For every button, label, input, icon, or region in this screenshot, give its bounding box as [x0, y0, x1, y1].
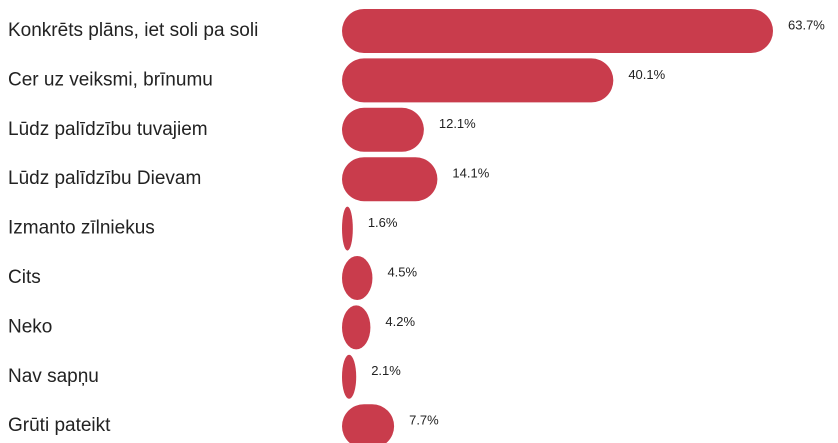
- category-label: Lūdz palīdzību Dievam: [8, 168, 201, 189]
- category-label: Cer uz veiksmi, brīnumu: [8, 69, 213, 90]
- category-label: Lūdz palīdzību tuvajiem: [8, 119, 208, 140]
- value-label: 2.1%: [371, 363, 401, 378]
- value-label: 7.7%: [409, 413, 439, 428]
- bar: [342, 107, 424, 152]
- category-label: Neko: [8, 316, 52, 337]
- bar: [342, 206, 353, 251]
- bar: [342, 404, 395, 443]
- category-label: Grūti pateikt: [8, 415, 111, 436]
- value-label: 4.2%: [385, 314, 415, 329]
- bar: [342, 58, 614, 103]
- bar: [342, 354, 357, 399]
- value-label: 12.1%: [439, 116, 476, 131]
- bar: [342, 256, 373, 300]
- value-label: 1.6%: [368, 215, 398, 230]
- bar: [342, 305, 371, 350]
- bar: [342, 9, 773, 53]
- category-label: Nav sapņu: [8, 366, 99, 387]
- category-label: Cits: [8, 267, 41, 288]
- value-label: 40.1%: [628, 67, 665, 82]
- category-label: Konkrēts plāns, iet soli pa soli: [8, 20, 258, 41]
- bar: [342, 157, 438, 202]
- value-label: 4.5%: [387, 264, 417, 279]
- value-label: 63.7%: [788, 17, 825, 32]
- value-label: 14.1%: [452, 166, 489, 181]
- category-label: Izmanto zīlniekus: [8, 218, 155, 239]
